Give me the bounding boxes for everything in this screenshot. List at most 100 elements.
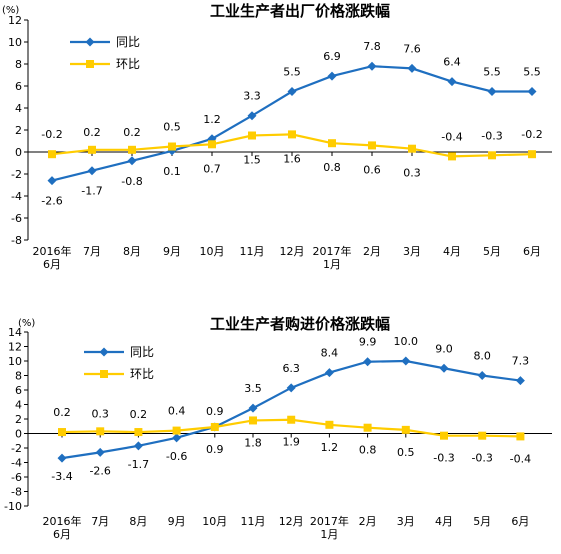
y-tick-label: -4 <box>11 190 22 203</box>
x-tick-label: 12月 <box>279 515 304 528</box>
data-label: 0.8 <box>359 444 377 457</box>
data-label: 6.9 <box>323 50 341 63</box>
data-point <box>448 152 456 161</box>
data-point <box>368 141 376 150</box>
x-tick-label: 3月 <box>403 245 421 258</box>
x-tick-label-line: 5月 <box>473 515 491 528</box>
data-label: 1.6 <box>283 152 301 165</box>
data-point <box>328 139 336 148</box>
x-tick-label: 8月 <box>129 515 147 528</box>
data-label: 0.7 <box>203 162 221 175</box>
data-point <box>210 422 219 431</box>
legend-swatch-marker <box>86 60 94 68</box>
data-point <box>287 415 296 424</box>
data-label: -2.6 <box>41 195 62 208</box>
x-tick-label-line: 4月 <box>435 515 453 528</box>
data-label: -0.8 <box>121 175 142 188</box>
data-label: -0.3 <box>433 452 454 465</box>
data-point <box>286 383 296 393</box>
x-tick-label-line: 2016年 <box>43 514 82 528</box>
data-point <box>168 142 176 151</box>
x-tick-label-line: 11月 <box>241 515 266 528</box>
y-tick-label: 0 <box>15 428 22 441</box>
y-tick-label: 4 <box>15 399 22 412</box>
data-point <box>324 368 334 378</box>
x-tick-label: 6月 <box>511 515 529 528</box>
x-tick-label-line: 11月 <box>240 245 265 258</box>
data-point <box>58 428 66 437</box>
data-point <box>47 176 57 186</box>
x-tick-label-line: 9月 <box>168 515 186 528</box>
x-tick-label-line: 6月 <box>43 258 61 271</box>
data-point <box>447 77 457 87</box>
data-label: 0.2 <box>130 408 148 421</box>
data-label: -3.4 <box>51 470 72 483</box>
data-point <box>172 426 181 435</box>
data-point <box>363 357 373 367</box>
data-label: -1.7 <box>81 185 102 198</box>
data-point <box>401 356 411 366</box>
legend-swatch-marker <box>85 37 95 47</box>
y-tick-label: -4 <box>11 457 22 470</box>
x-tick-label-line: 6月 <box>523 245 541 258</box>
data-point <box>487 87 497 96</box>
x-tick-label: 4月 <box>443 245 461 258</box>
data-label: -0.4 <box>510 452 531 465</box>
y-axis-unit: (%) <box>2 5 19 16</box>
data-label: -0.2 <box>41 128 62 141</box>
data-label: 0.5 <box>397 446 415 459</box>
data-label: 5.5 <box>483 66 501 79</box>
data-point <box>288 130 296 139</box>
x-tick-label: 10月 <box>200 245 225 258</box>
data-label: 8.0 <box>473 350 491 363</box>
data-label: 0.2 <box>53 406 71 419</box>
data-point <box>248 131 256 140</box>
data-point <box>133 441 143 451</box>
data-point <box>363 423 372 432</box>
data-point <box>477 371 487 380</box>
data-point <box>528 150 536 159</box>
data-point <box>515 376 525 386</box>
x-tick-label-line: 12月 <box>280 245 305 258</box>
data-point <box>128 145 136 154</box>
legend-swatch-marker <box>99 347 109 357</box>
x-tick-label-line: 2016年 <box>33 244 72 258</box>
data-label: -0.2 <box>521 128 542 141</box>
chart-title: 工业生产者购进价格涨跌幅 <box>210 315 390 333</box>
chart-title: 工业生产者出厂价格涨跌幅 <box>210 2 390 20</box>
y-tick-label: 10 <box>8 36 22 49</box>
data-label: 0.2 <box>123 126 141 139</box>
series-yoy: -3.4 -2.6 -1.7 -0.6 0.9 3.5 6.3 8.4 9.9 10.0 9.0 8.… <box>51 335 529 483</box>
x-tick-label: 9月 <box>168 515 186 528</box>
series-mom: 0.2 0.3 0.2 0.4 0.9 1.8 1.9 1.2 0.8 0.5 -0.3 -0.3 -0… <box>53 405 531 466</box>
x-tick-label: 2017年 1月 <box>310 514 349 541</box>
legend-label: 环比 <box>130 367 154 381</box>
data-label: 1.9 <box>282 436 300 449</box>
x-tick-label-line: 3月 <box>397 515 415 528</box>
legend-label: 同比 <box>116 35 140 49</box>
data-label: 5.5 <box>283 66 301 79</box>
x-tick-label-line: 2017年 <box>313 244 352 258</box>
x-tick-label-line: 4月 <box>443 245 461 258</box>
data-label: 1.2 <box>203 113 221 126</box>
data-label: -0.4 <box>441 130 462 143</box>
data-label: 9.9 <box>359 336 377 349</box>
y-tick-label: 12 <box>8 341 22 354</box>
x-tick-label: 3月 <box>397 515 415 528</box>
data-label: 8.4 <box>321 347 339 360</box>
x-tick-label-line: 2017年 <box>310 514 349 528</box>
y-tick-label: 8 <box>15 58 22 71</box>
data-point <box>172 433 182 443</box>
x-tick-label: 7月 <box>91 515 109 528</box>
data-label: 0.8 <box>323 161 341 174</box>
data-point <box>440 431 448 440</box>
y-tick-label: -2 <box>11 168 22 181</box>
y-tick-label: -6 <box>11 471 22 484</box>
x-tick-label-line: 3月 <box>403 245 421 258</box>
data-label: 5.5 <box>523 66 541 79</box>
data-label: 7.6 <box>403 42 421 55</box>
data-label: 0.1 <box>163 165 181 178</box>
x-tick-label-line: 2月 <box>363 245 381 258</box>
x-tick-label-line: 10月 <box>202 515 227 528</box>
data-point <box>367 61 377 71</box>
